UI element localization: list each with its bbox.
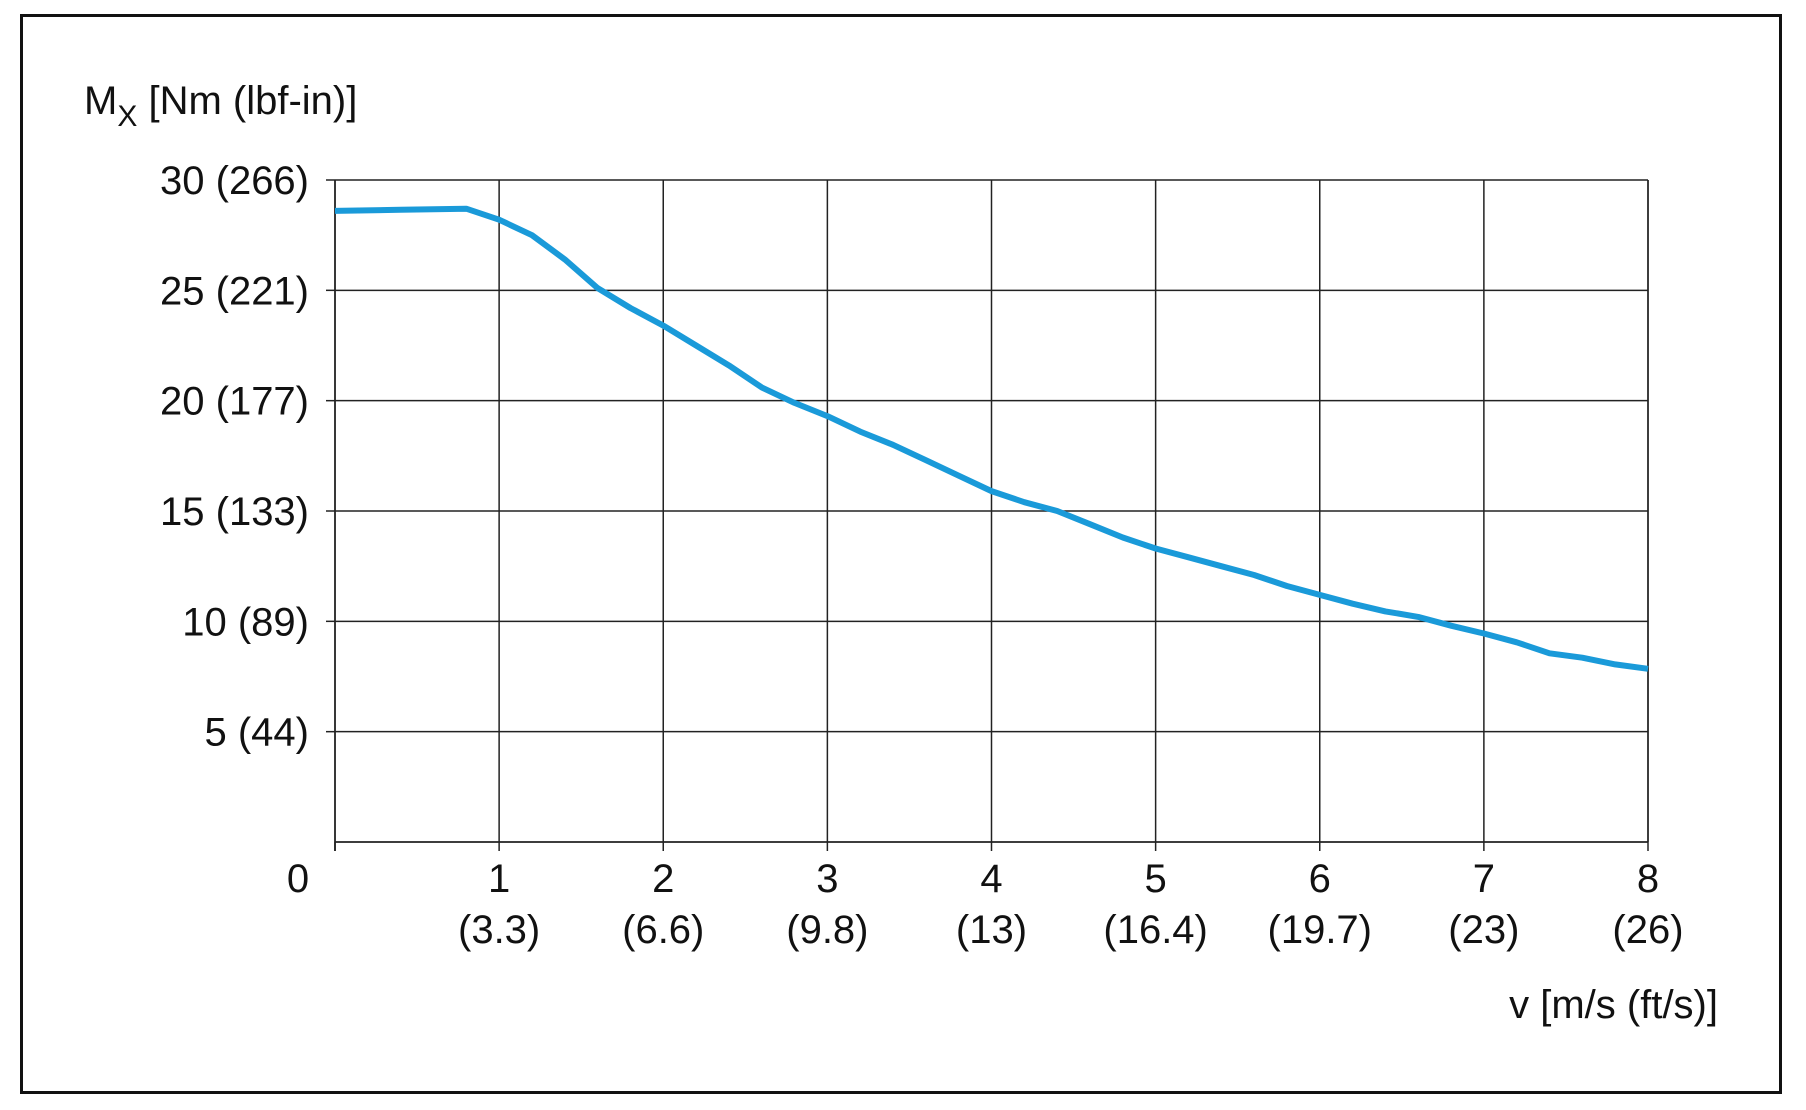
- axes: [326, 179, 1649, 851]
- x-tick-label: 1: [488, 857, 510, 901]
- x-tick-label: 0: [287, 857, 309, 901]
- x-tick-sublabel: (23): [1448, 908, 1519, 952]
- x-tick-sublabel: (9.8): [786, 908, 868, 952]
- series-line: [334, 205, 1649, 672]
- x-tick-sublabel: (26): [1612, 908, 1683, 952]
- y-axis-label-subscript: X: [117, 100, 137, 133]
- x-tick-sublabel: (3.3): [458, 908, 540, 952]
- x-tick-label: 2: [652, 857, 674, 901]
- x-tick-sublabel: (19.7): [1268, 908, 1373, 952]
- y-tick-labels: 5 (44) 10 (89) 15 (133) 20 (177) 25 (221) 30 …: [160, 159, 309, 755]
- x-tick-label: 5: [1145, 857, 1167, 901]
- x-tick-label: 8: [1637, 857, 1659, 901]
- y-axis-label: MX [Nm (lbf-in)]: [84, 79, 357, 133]
- x-axis-label: v [m/s (ft/s)]: [1509, 983, 1718, 1027]
- y-axis-label-unit: [Nm (lbf-in)]: [137, 79, 357, 123]
- chart-frame: [20, 14, 1782, 1094]
- x-tick-sublabel: (13): [956, 908, 1027, 952]
- x-tick-label: 7: [1473, 857, 1495, 901]
- x-tick-label: 4: [980, 857, 1002, 901]
- x-tick-label: 6: [1309, 857, 1331, 901]
- y-tick-label: 30 (266): [160, 159, 309, 203]
- y-tick-label: 25 (221): [160, 269, 309, 313]
- x-tick-labels: 0 1 (3.3) 2 (6.6) 3 (9.8) 4 (13) 5 (16.4) 6 (19.7) 7 (…: [287, 857, 1684, 952]
- x-tick-label: 3: [816, 857, 838, 901]
- y-tick-label: 20 (177): [160, 380, 309, 424]
- y-axis-label-main: M: [84, 79, 117, 123]
- y-tick-label: 5 (44): [205, 711, 310, 755]
- x-tick-sublabel: (16.4): [1103, 908, 1208, 952]
- x-tick-sublabel: (6.6): [622, 908, 704, 952]
- y-tick-label: 15 (133): [160, 490, 309, 534]
- grid: [335, 179, 1649, 842]
- y-tick-label: 10 (89): [182, 600, 309, 644]
- series-group: [334, 205, 1649, 672]
